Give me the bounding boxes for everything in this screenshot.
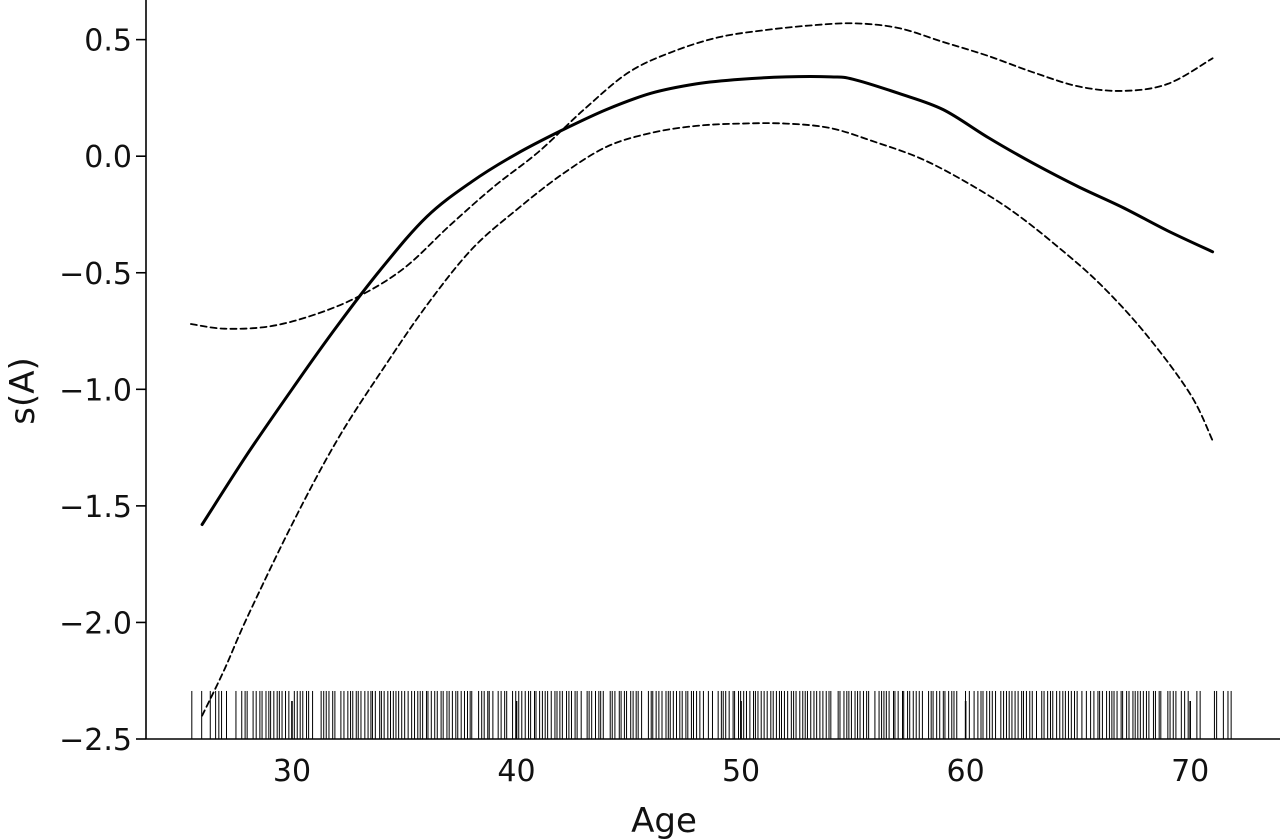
- x-tick-label: 60: [947, 754, 985, 789]
- y-axis-title: s(A): [3, 357, 43, 425]
- x-tick-label: 70: [1171, 754, 1209, 789]
- x-tick-label: 50: [722, 754, 760, 789]
- x-tick-label: 40: [497, 754, 535, 789]
- y-tick-label: 0.5: [84, 24, 132, 59]
- y-tick-label: −2.5: [59, 723, 132, 758]
- upper-confidence-band: [190, 22, 1214, 330]
- rug-plot: [191, 690, 1232, 739]
- x-axis-title: Age: [631, 801, 697, 840]
- y-tick-label: −0.5: [59, 257, 132, 292]
- y-tick-label: −1.0: [59, 373, 132, 408]
- y-tick-label: −1.5: [59, 490, 132, 525]
- axes: 0.5 0.0 −0.5 −1.0 −1.5 −2.0 −2.5 30 40 50 60 70: [59, 0, 1280, 789]
- smooth-fit-line: [200, 75, 1215, 526]
- x-tick-label: 30: [273, 754, 311, 789]
- y-tick-label: −2.0: [59, 606, 132, 641]
- series-lines: [190, 22, 1215, 717]
- y-tick-label: 0.0: [84, 140, 132, 175]
- lower-confidence-band: [201, 122, 1214, 717]
